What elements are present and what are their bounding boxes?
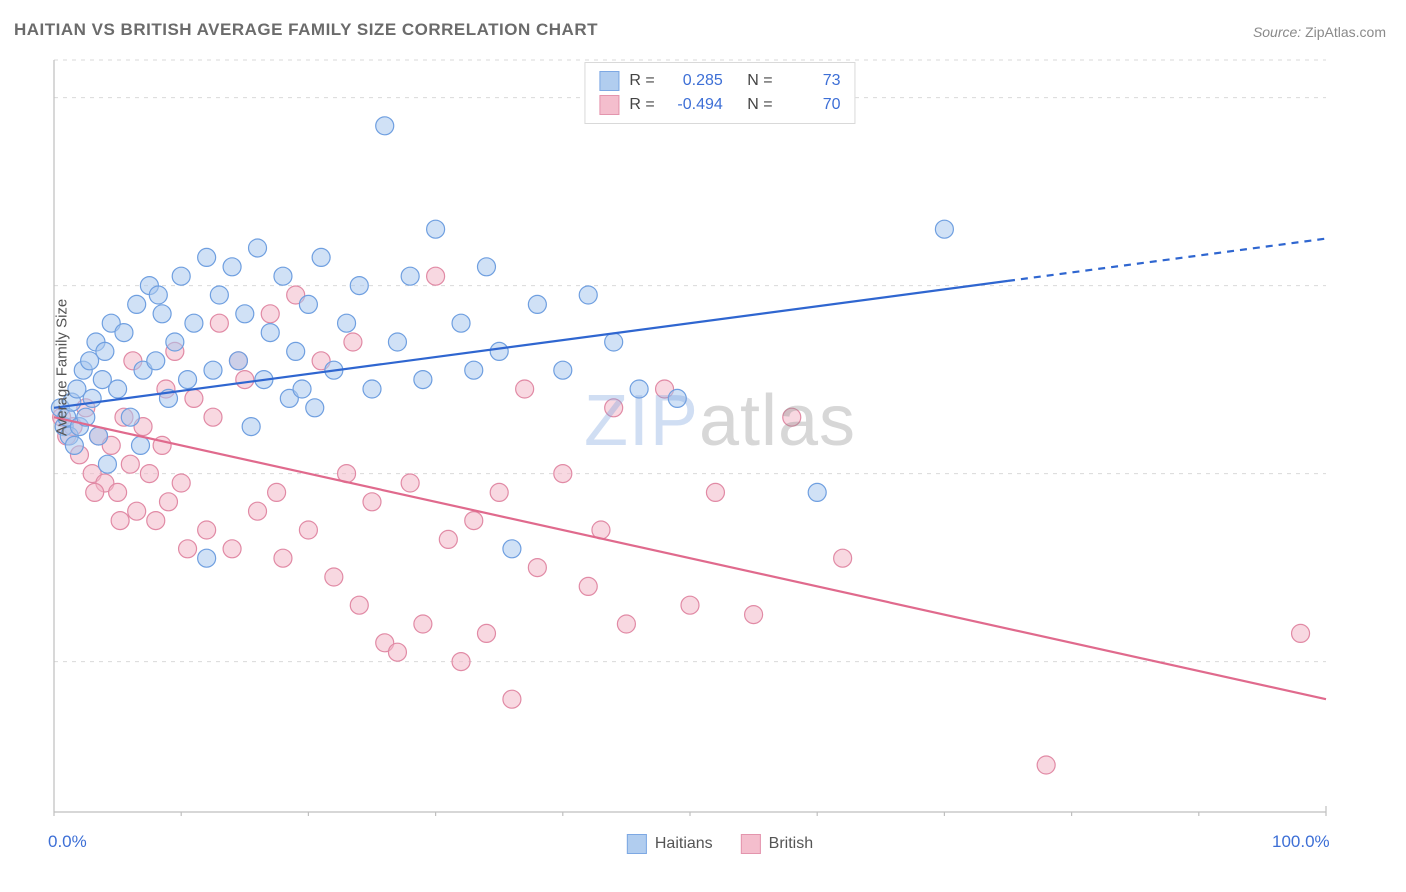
source-attribution: Source: ZipAtlas.com — [1253, 24, 1386, 40]
swatch-haitians-icon — [599, 71, 619, 91]
scatter-chart — [50, 56, 1330, 816]
series-british — [53, 267, 1310, 774]
legend-label-haitians: Haitians — [655, 835, 713, 853]
legend-row-haitians: R = 0.285 N = 73 — [599, 69, 840, 93]
correlation-legend: R = 0.285 N = 73 R = -0.494 N = 70 — [584, 62, 855, 124]
british-r-value: -0.494 — [665, 96, 723, 114]
legend-row-british: R = -0.494 N = 70 — [599, 93, 840, 117]
swatch-haitians-icon — [627, 834, 647, 854]
haitians-r-value: 0.285 — [665, 72, 723, 90]
swatch-british-icon — [599, 95, 619, 115]
swatch-british-icon — [741, 834, 761, 854]
legend-item-haitians: Haitians — [627, 834, 713, 854]
r-label: R = — [629, 72, 654, 90]
x-axis-max-label: 100.0% — [1272, 832, 1330, 852]
n-label: N = — [747, 96, 772, 114]
source-label: Source: — [1253, 24, 1301, 40]
series-legend: Haitians British — [627, 834, 813, 854]
legend-item-british: British — [741, 834, 813, 854]
chart-title: HAITIAN VS BRITISH AVERAGE FAMILY SIZE C… — [14, 20, 598, 40]
legend-label-british: British — [769, 835, 813, 853]
british-n-value: 70 — [783, 96, 841, 114]
x-axis-min-label: 0.0% — [48, 832, 87, 852]
r-label: R = — [629, 96, 654, 114]
source-value: ZipAtlas.com — [1305, 24, 1386, 40]
y-axis-label: Average Family Size — [54, 299, 71, 436]
plot-area: Average Family Size ZIPatlas R = 0.285 N… — [50, 56, 1390, 816]
haitians-n-value: 73 — [783, 72, 841, 90]
n-label: N = — [747, 72, 772, 90]
